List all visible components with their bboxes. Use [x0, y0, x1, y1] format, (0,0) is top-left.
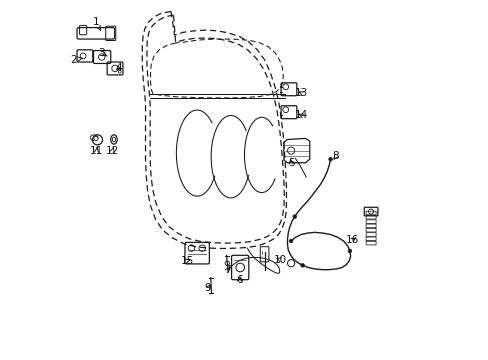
Text: 6: 6	[236, 275, 243, 285]
Text: 8: 8	[332, 151, 339, 161]
Text: 10: 10	[273, 255, 286, 265]
Circle shape	[292, 215, 296, 219]
Circle shape	[300, 264, 304, 267]
Text: 4: 4	[115, 63, 122, 73]
Text: 13: 13	[295, 88, 308, 98]
Text: 7: 7	[224, 265, 230, 275]
Text: 15: 15	[180, 256, 193, 266]
Text: 2: 2	[70, 55, 82, 65]
Circle shape	[347, 249, 351, 253]
Text: 3: 3	[98, 48, 107, 58]
Text: 12: 12	[106, 145, 119, 156]
Text: 14: 14	[295, 111, 308, 121]
Text: 11: 11	[90, 145, 103, 156]
Text: 1: 1	[92, 17, 101, 30]
Text: 16: 16	[345, 235, 358, 245]
Circle shape	[328, 157, 332, 161]
Text: 5: 5	[287, 158, 294, 168]
Circle shape	[289, 239, 292, 243]
Text: 9: 9	[204, 283, 211, 293]
